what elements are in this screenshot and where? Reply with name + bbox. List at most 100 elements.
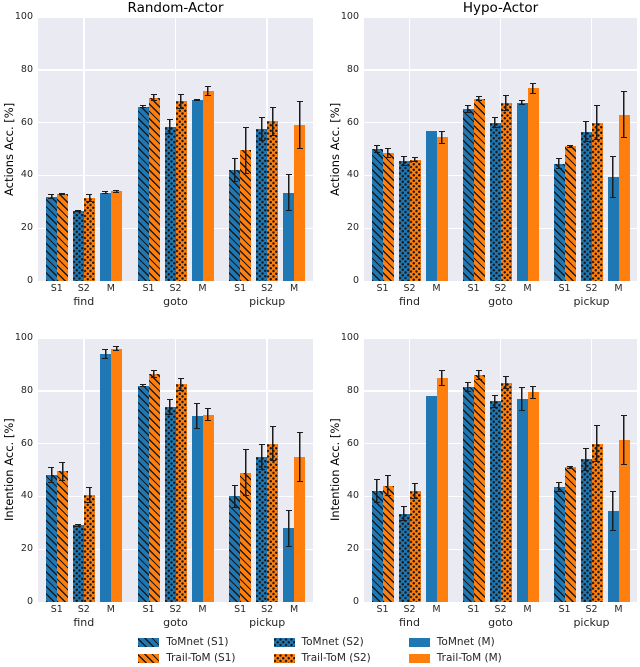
error-bar-tomnet-s1-find (374, 145, 380, 153)
bar-trail-tom-m-find (436, 377, 448, 602)
bar-tomnet-s2-pickup (256, 456, 268, 602)
legend-item-tomnet-s1: ToMnet (S1) (138, 636, 235, 648)
x-tick-label-find-m: M (106, 604, 115, 615)
x-tick-label-goto-s2: S2 (494, 283, 507, 294)
legend-swatch-trail-tom-m (408, 653, 430, 663)
group-label-find: find (73, 295, 95, 308)
error-bar-trail-tom-s2-find (412, 483, 418, 500)
y-tick-label: 20 (20, 222, 33, 234)
bar-tomnet-s2-find (72, 525, 84, 602)
error-bar-trail-tom-s2-goto (503, 94, 509, 111)
bar-tomnet-s1-find (371, 149, 383, 281)
y-tick-label: 80 (20, 384, 33, 396)
error-bar-tomnet-s1-goto (140, 105, 146, 109)
error-bar-trail-tom-s2-pickup (269, 106, 276, 136)
x-tick-label-goto-m: M (198, 604, 207, 615)
y-axis-label-intention-left: Intention Acc. [%] (2, 418, 16, 522)
error-bar-trail-tom-m-goto (205, 407, 211, 422)
bar-trail-tom-s2-pickup (267, 443, 279, 602)
bar-trail-tom-m-find (110, 348, 122, 602)
bar-trail-tom-s2-find (409, 491, 421, 602)
error-bar-trail-tom-s1-pickup (567, 145, 573, 148)
x-tick-label-pickup-m: M (614, 604, 623, 615)
bar-trail-tom-s1-find (56, 471, 68, 602)
error-bar-tomnet-s2-pickup (258, 443, 265, 470)
group-label-pickup: pickup (573, 616, 610, 629)
bar-tomnet-m-find (99, 192, 111, 281)
legend-swatch-tomnet-m (408, 637, 430, 647)
error-bar-tomnet-m-pickup (610, 491, 616, 531)
error-bar-tomnet-s2-find (401, 155, 407, 167)
x-tick-label-find-s2: S2 (403, 604, 416, 615)
error-bar-tomnet-s1-goto (465, 381, 471, 393)
bar-trail-tom-s2-goto (175, 101, 187, 281)
x-tick-label-goto-s2: S2 (494, 604, 507, 615)
bar-trail-tom-s1-pickup (564, 146, 576, 281)
y-tick-label: 0 (26, 596, 33, 607)
x-tick-label-goto-m: M (523, 604, 532, 615)
x-tick-label-goto-m: M (523, 283, 532, 294)
legend-label: ToMnet (S1) (166, 636, 229, 648)
x-tick-label-pickup-m: M (290, 604, 299, 615)
legend-item-trail-tom-m: Trail-ToM (M) (408, 652, 502, 664)
x-tick-label-goto-s1: S1 (467, 604, 480, 615)
error-bar-trail-tom-m-find (113, 189, 120, 193)
gridline-x-find (408, 17, 411, 281)
x-tick-label-find-m: M (432, 604, 441, 615)
bar-trail-tom-m-pickup (618, 114, 630, 281)
group-label-find: find (399, 295, 420, 308)
bar-trail-tom-m-pickup (294, 456, 306, 602)
y-tick-label: 80 (20, 63, 33, 75)
error-bar-trail-tom-m-find (439, 369, 445, 386)
x-tick-label-pickup-s1: S1 (558, 604, 571, 615)
error-bar-tomnet-m-pickup (610, 155, 616, 198)
group-label-pickup: pickup (249, 616, 286, 629)
error-bar-tomnet-s2-goto (167, 118, 173, 135)
bar-tomnet-s1-goto (462, 109, 474, 281)
bar-tomnet-s1-pickup (229, 496, 241, 602)
error-bar-tomnet-s2-pickup (258, 117, 265, 142)
y-tick-label: 40 (346, 169, 359, 181)
error-bar-trail-tom-m-pickup (621, 414, 627, 465)
bar-tomnet-s1-goto (137, 385, 149, 602)
y-tick-label: 100 (340, 332, 359, 343)
error-bar-trail-tom-s2-goto (503, 376, 509, 390)
error-bar-tomnet-s2-find (75, 524, 82, 527)
y-tick-label: 60 (346, 437, 359, 449)
legend-item-tomnet-m: ToMnet (M) (408, 636, 502, 648)
bar-trail-tom-s1-goto (473, 374, 485, 602)
panel-hypo-actor-actions: Hypo-Actor Actions Acc. [%] 0 20 40 60 80 100… (328, 0, 637, 308)
bar-trail-tom-s1-pickup (564, 467, 576, 602)
error-bar-tomnet-s2-goto (492, 117, 498, 128)
y-tick-label: 20 (346, 543, 359, 555)
bar-tomnet-s1-pickup (553, 163, 565, 281)
error-bar-tomnet-s1-find (374, 479, 380, 503)
y-tick-label: 0 (352, 275, 359, 286)
bar-tomnet-s2-pickup (580, 131, 592, 281)
y-axis-label-intention-right: Intention Acc. [%] (328, 418, 342, 522)
error-bar-trail-tom-s2-find (86, 193, 93, 202)
bar-trail-tom-s1-pickup (240, 150, 252, 281)
group-label-goto: goto (488, 295, 513, 308)
group-label-pickup: pickup (573, 295, 610, 308)
x-tick-label-goto-s1: S1 (467, 283, 480, 294)
legend-swatch-tomnet-s2 (273, 637, 295, 647)
x-tick-label-find-m: M (106, 283, 115, 294)
error-bar-tomnet-m-goto (519, 386, 525, 411)
bar-tomnet-s1-find (45, 475, 57, 602)
bar-trail-tom-m-find (436, 137, 448, 281)
y-tick-label: 100 (340, 11, 359, 22)
error-bar-trail-tom-m-find (113, 345, 120, 352)
error-bar-trail-tom-s1-goto (476, 369, 482, 381)
bar-trail-tom-s2-goto (500, 102, 512, 281)
group-label-find: find (73, 616, 95, 629)
error-bar-trail-tom-m-pickup (296, 431, 303, 482)
error-bar-tomnet-m-find (102, 348, 109, 360)
bar-tomnet-m-pickup (283, 192, 295, 281)
x-tick-label-goto-s1: S1 (142, 604, 155, 615)
x-tick-label-find-s2: S2 (77, 283, 90, 294)
bar-tomnet-m-pickup (607, 176, 619, 281)
legend-label: Trail-ToM (S1) (166, 652, 236, 664)
error-bar-tomnet-s2-goto (492, 394, 498, 408)
bar-tomnet-m-pickup (607, 510, 619, 602)
